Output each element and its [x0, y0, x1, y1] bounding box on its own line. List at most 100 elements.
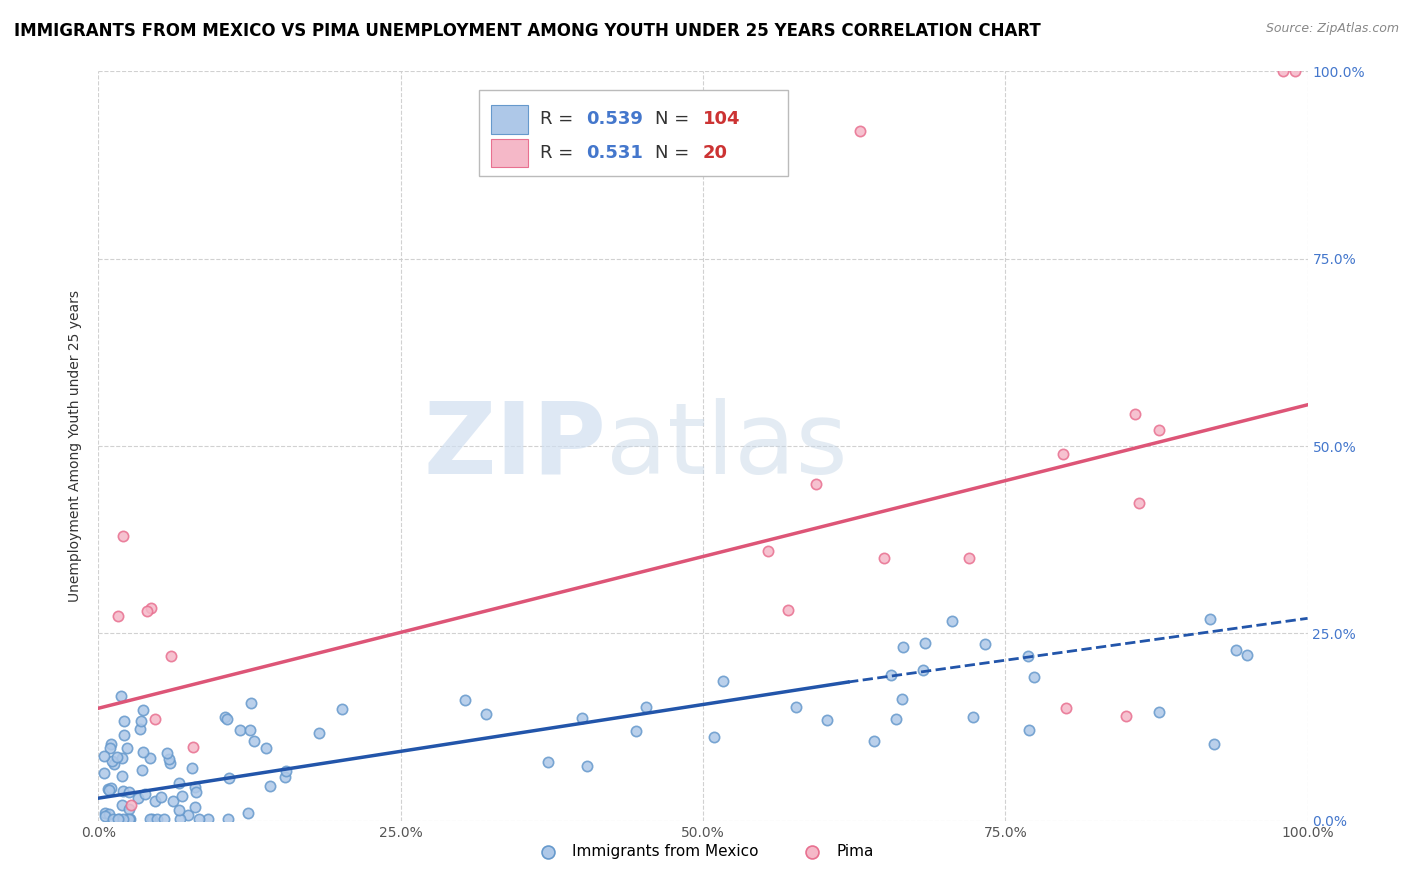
Text: R =: R = — [540, 111, 579, 128]
Point — [1147, 705, 1170, 719]
Point — [127, 791, 149, 805]
Point — [330, 702, 353, 716]
Point — [1225, 643, 1247, 657]
Point — [118, 802, 141, 816]
Point — [1123, 407, 1146, 421]
Point — [239, 723, 262, 737]
Point — [1236, 648, 1258, 662]
Point — [112, 714, 135, 729]
Point — [115, 741, 138, 756]
Text: IMMIGRANTS FROM MEXICO VS PIMA UNEMPLOYMENT AMONG YOUTH UNDER 25 YEARS CORRELATI: IMMIGRANTS FROM MEXICO VS PIMA UNEMPLOYM… — [14, 22, 1040, 40]
Point — [575, 759, 598, 773]
Point — [863, 734, 886, 748]
Point — [308, 726, 330, 740]
Point — [105, 750, 128, 764]
Point — [160, 648, 183, 663]
Point — [197, 812, 219, 826]
Point — [143, 794, 166, 808]
Point — [120, 812, 142, 826]
Point — [159, 756, 181, 771]
Point — [1115, 708, 1137, 723]
Point — [97, 806, 120, 821]
Point — [100, 738, 122, 752]
Point — [1017, 649, 1039, 664]
Point — [167, 803, 190, 817]
Point — [634, 699, 657, 714]
Point — [804, 476, 827, 491]
Point — [957, 551, 980, 566]
Point — [229, 723, 252, 737]
Point — [129, 714, 152, 729]
Point — [941, 614, 963, 628]
Point — [101, 754, 124, 768]
Point — [111, 751, 134, 765]
Point — [1199, 612, 1222, 626]
Point — [117, 812, 139, 826]
Point — [571, 710, 593, 724]
Point — [112, 728, 135, 742]
Point — [170, 789, 193, 804]
Point — [111, 784, 134, 798]
Point — [111, 769, 134, 783]
Point — [236, 805, 259, 820]
Point — [98, 741, 121, 756]
Point — [93, 748, 115, 763]
Point — [132, 703, 155, 717]
Point — [180, 761, 202, 775]
Point — [215, 712, 238, 726]
Point — [111, 797, 134, 812]
Point — [893, 640, 915, 654]
Point — [914, 636, 936, 650]
Point — [911, 663, 934, 677]
Point — [134, 787, 156, 801]
Point — [118, 812, 141, 826]
Legend: Immigrants from Mexico, Pima: Immigrants from Mexico, Pima — [526, 838, 880, 865]
Text: 20: 20 — [703, 144, 728, 162]
Text: 0.539: 0.539 — [586, 111, 643, 128]
Point — [259, 779, 281, 793]
Point — [146, 812, 169, 826]
Point — [243, 733, 266, 747]
Point — [815, 713, 838, 727]
Point — [778, 603, 800, 617]
Point — [184, 785, 207, 799]
FancyBboxPatch shape — [479, 90, 787, 177]
Point — [107, 812, 129, 826]
Point — [454, 693, 477, 707]
Point — [169, 812, 191, 826]
Text: ZIP: ZIP — [423, 398, 606, 494]
Point — [177, 808, 200, 822]
Point — [157, 752, 180, 766]
Point — [1018, 723, 1040, 737]
Point — [974, 637, 997, 651]
Point — [118, 812, 141, 826]
Point — [132, 745, 155, 759]
Point — [111, 529, 134, 543]
Point — [118, 785, 141, 799]
Point — [756, 544, 779, 558]
Text: R =: R = — [540, 144, 579, 162]
Point — [217, 812, 239, 826]
Point — [107, 812, 129, 826]
Point — [880, 668, 903, 682]
Point — [184, 780, 207, 795]
Point — [150, 790, 173, 805]
Point — [153, 812, 176, 826]
Text: N =: N = — [655, 111, 695, 128]
Point — [1054, 701, 1077, 715]
Point — [703, 730, 725, 744]
Point — [274, 764, 297, 778]
Point — [93, 766, 115, 780]
Point — [103, 757, 125, 772]
Point — [218, 771, 240, 785]
Point — [849, 124, 872, 138]
Point — [141, 812, 163, 826]
Point — [97, 782, 120, 797]
Point — [626, 723, 648, 738]
Point — [274, 771, 297, 785]
Point — [962, 710, 984, 724]
Point — [141, 600, 163, 615]
Point — [107, 609, 129, 624]
Point — [94, 809, 117, 823]
Point — [112, 812, 135, 826]
